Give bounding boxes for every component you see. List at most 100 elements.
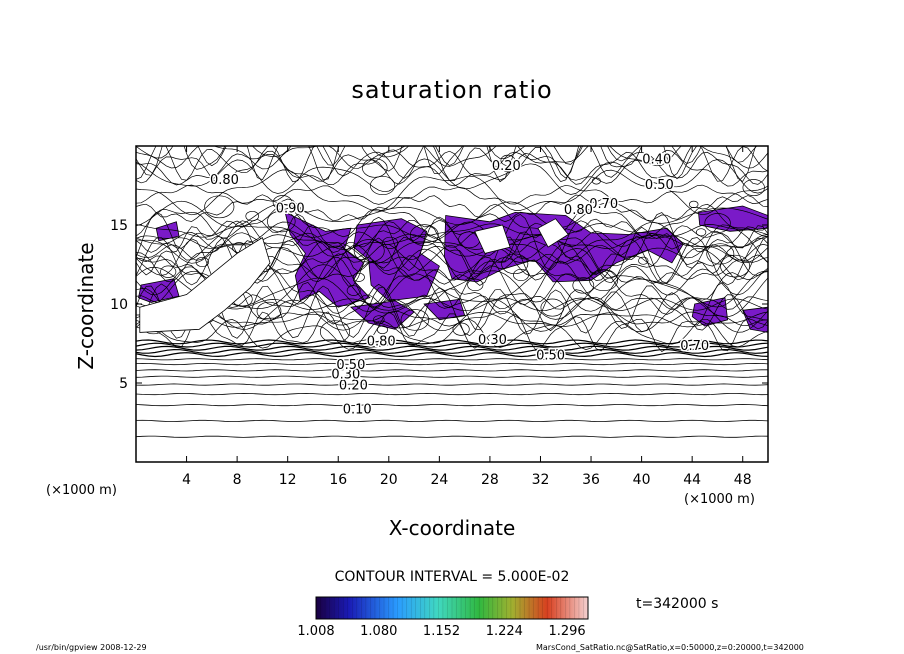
contour-blob [695, 228, 707, 237]
contour-blob [513, 268, 529, 282]
contour-line [136, 435, 768, 438]
x-tick-label: 24 [430, 472, 448, 488]
contour-blob [195, 256, 209, 268]
contour-blob [256, 301, 282, 321]
x-unit-label-right: (×1000 m) [684, 492, 755, 507]
x-tick-label: 44 [683, 472, 701, 488]
contour-line [136, 297, 768, 312]
x-tick-label: 20 [380, 472, 398, 488]
x-tick-label: 8 [233, 472, 242, 488]
contour-label: 0.20 [339, 379, 368, 394]
contour-line [136, 318, 768, 350]
footer-file-info: MarsCond_SatRatio.nc@SatRatio,x=0:50000,… [536, 643, 804, 652]
plot-area [136, 146, 768, 438]
contour-line [136, 369, 768, 372]
contour-blob [319, 320, 351, 344]
contour-blob [382, 236, 399, 249]
time-label: t=342000 s [636, 596, 719, 612]
contour-line [136, 233, 768, 250]
x-axis-label: X-coordinate [388, 516, 516, 540]
y-tick-label: 5 [119, 376, 128, 392]
contour-blob [742, 179, 765, 197]
contour-line [136, 358, 768, 361]
contour-blob [540, 298, 565, 317]
contour-line [136, 169, 768, 216]
x-tick-label: 16 [329, 472, 347, 488]
contour-blob [500, 154, 516, 166]
contour-label: 0.10 [343, 402, 372, 417]
supersaturated-region [155, 221, 180, 242]
contour-label: 0.50 [645, 178, 674, 193]
contour-labels: 0.100.200.300.500.80 0.300.500.700.400.50… [209, 151, 711, 419]
contour-blob [706, 243, 735, 265]
contour-label: 0.70 [589, 197, 618, 212]
contour-blob [346, 285, 361, 296]
colorbar-tick-label: 1.080 [360, 624, 398, 639]
contour-blob [467, 278, 484, 292]
contour-label: 0.80 [564, 203, 593, 218]
contour-line [136, 235, 768, 288]
colorbar-tick-label: 1.224 [485, 624, 523, 639]
contour-blob [591, 177, 601, 185]
contour-line [136, 158, 768, 195]
contour-blob [362, 158, 388, 178]
contour-label: 0.80 [367, 334, 396, 349]
contour-line [136, 352, 768, 358]
contour-blob [501, 253, 529, 275]
contour-interval-label: CONTOUR INTERVAL = 5.000E-02 [334, 569, 570, 585]
contour-label: 0.70 [680, 339, 709, 354]
footer-program-info: /usr/bin/gpview 2008-12-29 [36, 643, 147, 652]
contour-line [136, 404, 768, 407]
contour-blob [720, 254, 751, 278]
contour-blob [376, 325, 389, 335]
contour-label: 0.20 [492, 159, 521, 174]
contour-blob [370, 175, 396, 196]
x-tick-label: 12 [279, 472, 297, 488]
chart-title: saturation ratio [351, 76, 553, 104]
x-tick-label: 28 [481, 472, 499, 488]
contour-blob [160, 265, 177, 278]
contour-label: 0.30 [478, 333, 507, 348]
contour-blob [353, 239, 385, 263]
x-tick-label: 32 [532, 472, 550, 488]
contour-line [136, 230, 768, 249]
colorbar-tick-label: 1.296 [548, 624, 586, 639]
contour-blob [373, 315, 385, 325]
contour-blob [409, 224, 439, 246]
contour-line [136, 348, 768, 354]
contour-line [136, 146, 756, 183]
x-tick-label: 48 [734, 472, 752, 488]
contour-blob [688, 200, 699, 209]
x-tick-label: 4 [182, 472, 191, 488]
contour-blob [267, 210, 296, 233]
colorbar-tick-label: 1.152 [422, 624, 461, 639]
contour-line [136, 342, 768, 348]
contour-line [136, 419, 768, 423]
contour-line [136, 345, 768, 351]
y-tick-label: 10 [110, 297, 128, 313]
colorbar [315, 596, 589, 620]
x-tick-label: 36 [582, 472, 600, 488]
contour-line [136, 200, 768, 228]
colorbar-tick-label: 1.008 [297, 624, 335, 639]
contour-blob [204, 195, 235, 219]
contour-label: 0.50 [536, 349, 565, 364]
x-unit-label-left: (×1000 m) [46, 483, 117, 498]
contour-lines [136, 146, 768, 438]
y-axis-ticks: 5 10 15 [110, 218, 768, 392]
contour-line [136, 310, 768, 327]
contour-line [136, 211, 768, 272]
contour-label: 0.80 [210, 173, 239, 188]
y-tick-label: 15 [110, 218, 128, 234]
contour-line [136, 362, 768, 366]
contour-label: 0.40 [642, 153, 671, 168]
contour-line [136, 375, 768, 378]
contour-blob [638, 256, 649, 265]
contour-blob [400, 309, 430, 331]
colorbar-levels [320, 597, 584, 619]
contour-line [136, 297, 768, 333]
contour-line [136, 392, 768, 396]
contour-line [136, 149, 768, 187]
contour-line [136, 383, 768, 386]
contour-line [136, 220, 768, 283]
